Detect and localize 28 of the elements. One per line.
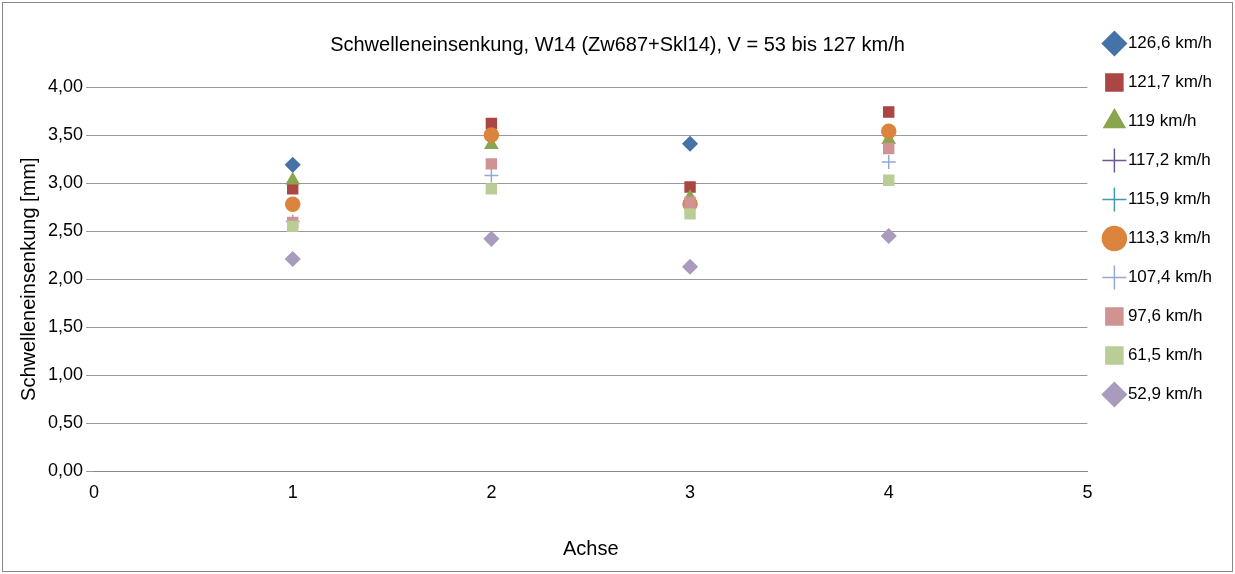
y-axis-title: Schwelleneinsenkung [mm] [16, 157, 39, 401]
y-tick-label: 0,00 [47, 460, 84, 481]
legend-label: 117,2 km/h [1127, 150, 1211, 170]
x-tick-label: 1 [287, 482, 298, 503]
chart-title: Schwelleneinsenkung, W14 (Zw687+Skl14), V = 53 bis 127 km/h [330, 32, 905, 55]
y-tick-label: 2,50 [47, 220, 84, 241]
legend-label: 113,3 km/h [1127, 228, 1211, 248]
y-tick-label: 4,00 [47, 75, 84, 96]
y-tick-label: 3,00 [47, 172, 84, 193]
x-tick-label: 3 [685, 482, 696, 503]
x-tick-label: 2 [486, 482, 497, 503]
y-tick-label: 1,50 [47, 316, 84, 337]
y-tick-label: 2,00 [47, 268, 84, 289]
legend-label: 107,4 km/h [1127, 267, 1213, 287]
x-tick-label: 0 [89, 482, 100, 503]
y-tick-label: 1,00 [47, 364, 84, 385]
x-tick-label: 4 [883, 482, 894, 503]
legend-label: 126,6 km/h [1127, 33, 1213, 53]
legend-label: 52,9 km/h [1127, 384, 1203, 404]
legend-label: 61,5 km/h [1127, 345, 1203, 365]
y-tick-label: 0,50 [47, 412, 84, 433]
x-axis-title: Achse [562, 536, 619, 559]
legend-label: 115,9 km/h [1127, 189, 1211, 209]
legend-label: 97,6 km/h [1127, 306, 1203, 326]
y-tick-label: 3,50 [47, 124, 84, 145]
legend-label: 121,7 km/h [1127, 72, 1213, 92]
legend-label: 119 km/h [1127, 111, 1197, 131]
x-tick-label: 5 [1082, 482, 1093, 503]
